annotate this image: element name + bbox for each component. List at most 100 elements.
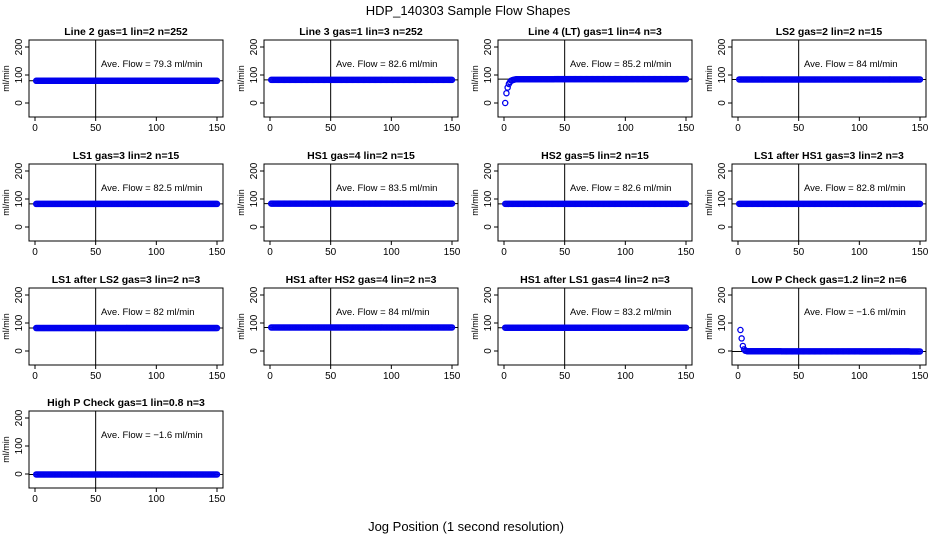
average-flow-annotation: Ave. Flow = 82.5 ml/min xyxy=(101,183,202,194)
x-tick-label: 50 xyxy=(793,123,805,134)
y-tick-label: 100 xyxy=(14,314,25,331)
plot-frame xyxy=(28,39,224,118)
x-tick-label: 0 xyxy=(32,247,38,258)
panel-title: HS1 after HS2 gas=4 lin=2 n=3 xyxy=(286,274,437,286)
x-tick-label: 100 xyxy=(851,123,868,134)
x-tick-label: 150 xyxy=(209,123,226,134)
y-tick-label: 200 xyxy=(483,162,494,179)
panel-1: Line 2 gas=1 lin=2 n=252 0 50 100 150 0 100 200… xyxy=(1,26,226,134)
data-point xyxy=(504,84,511,91)
x-tick-label: 100 xyxy=(148,371,165,382)
x-tick-label: 50 xyxy=(793,371,805,382)
x-tick-label: 0 xyxy=(32,123,38,134)
panel-6: HS1 gas=4 lin=2 n=15 0 50 100 150 0 100 200ml/m… xyxy=(236,150,461,258)
plot-frame xyxy=(263,39,459,118)
data-point xyxy=(213,471,221,478)
x-tick-label: 100 xyxy=(383,371,400,382)
data-points xyxy=(501,200,690,208)
plot-frame xyxy=(731,39,927,118)
x-tick-label: 150 xyxy=(678,123,695,134)
data-points xyxy=(267,200,456,207)
plot-frame xyxy=(28,163,224,242)
plot-frame xyxy=(28,410,224,489)
data-point xyxy=(737,326,744,334)
panel-title: Line 2 gas=1 lin=2 n=252 xyxy=(64,26,188,38)
y-tick-label: 200 xyxy=(717,38,728,55)
y-axis-label: ml/min xyxy=(704,313,714,340)
y-tick-label: 0 xyxy=(14,224,25,230)
y-tick-label: 200 xyxy=(717,162,728,179)
panel-2: Line 3 gas=1 lin=3 n=252 0 50 100 150 0 100 200… xyxy=(236,26,461,134)
average-flow-annotation: Ave. Flow = 82.6 ml/min xyxy=(570,183,671,194)
y-tick-label: 200 xyxy=(14,286,25,303)
data-point xyxy=(682,324,690,331)
panel-title: HS1 after LS1 gas=4 lin=2 n=3 xyxy=(520,274,670,286)
y-tick-label: 0 xyxy=(249,100,260,106)
x-tick-label: 150 xyxy=(444,123,461,134)
plot-frame xyxy=(731,287,927,366)
x-tick-label: 0 xyxy=(32,494,38,505)
y-tick-label: 100 xyxy=(483,66,494,83)
y-axis-label: ml/min xyxy=(470,189,480,216)
x-tick-label: 0 xyxy=(267,123,273,134)
average-flow-annotation: Ave. Flow = 82.8 ml/min xyxy=(804,183,905,194)
data-point xyxy=(448,200,456,207)
y-axis-label: ml/min xyxy=(236,65,246,92)
y-tick-label: 200 xyxy=(249,38,260,55)
y-tick-label: 0 xyxy=(14,471,25,477)
data-points xyxy=(267,324,456,331)
panel-8: LS1 after HS1 gas=3 lin=2 n=3 0 50 100 150 0 1… xyxy=(704,150,929,258)
data-point xyxy=(448,324,456,331)
y-tick-label: 0 xyxy=(14,348,25,354)
data-point xyxy=(916,348,924,355)
y-axis-label: ml/min xyxy=(1,189,11,216)
data-point xyxy=(916,200,924,208)
panel-9: LS1 after LS2 gas=3 lin=2 n=3 0 50 100 150 0 1… xyxy=(1,274,226,382)
y-tick-label: 100 xyxy=(717,314,728,331)
average-flow-annotation: Ave. Flow = 79.3 ml/min xyxy=(101,59,202,70)
y-tick-label: 200 xyxy=(14,409,25,426)
panel-title: Low P Check gas=1.2 lin=2 n=6 xyxy=(751,274,906,286)
panel-title: High P Check gas=1 lin=0.8 n=3 xyxy=(47,397,205,409)
y-axis-label: ml/min xyxy=(1,313,11,340)
y-axis-label: ml/min xyxy=(236,313,246,340)
data-points xyxy=(735,76,924,83)
x-tick-label: 150 xyxy=(209,494,226,505)
x-tick-label: 150 xyxy=(912,371,929,382)
average-flow-annotation: Ave. Flow = 82.6 ml/min xyxy=(336,59,437,70)
x-tick-label: 50 xyxy=(325,371,337,382)
x-axis-label: Jog Position (1 second resolution) xyxy=(368,519,564,534)
data-point xyxy=(213,324,221,332)
y-tick-label: 0 xyxy=(717,224,728,230)
y-tick-label: 100 xyxy=(483,314,494,331)
plot-frame xyxy=(28,287,224,366)
x-tick-label: 0 xyxy=(735,247,741,258)
x-tick-label: 50 xyxy=(793,247,805,258)
y-tick-label: 0 xyxy=(483,100,494,106)
x-tick-label: 100 xyxy=(383,247,400,258)
x-tick-label: 100 xyxy=(148,247,165,258)
x-tick-label: 150 xyxy=(209,371,226,382)
x-tick-label: 0 xyxy=(501,123,507,134)
x-tick-label: 100 xyxy=(383,123,400,134)
panel-5: LS1 gas=3 lin=2 n=15 0 50 100 150 0 100 200ml/m… xyxy=(1,150,226,258)
y-tick-label: 200 xyxy=(14,162,25,179)
panel-title: LS1 after LS2 gas=3 lin=2 n=3 xyxy=(52,274,201,286)
panel-11: HS1 after LS1 gas=4 lin=2 n=3 0 50 100 150 0 1… xyxy=(470,274,695,382)
panel-title: HS2 gas=5 lin=2 n=15 xyxy=(541,150,649,162)
y-tick-label: 100 xyxy=(14,437,25,454)
average-flow-annotation: Ave. Flow = 83.5 ml/min xyxy=(336,183,437,194)
data-points xyxy=(32,471,221,478)
panel-12: Low P Check gas=1.2 lin=2 n=6 0 50 100 150 0 1… xyxy=(704,274,929,382)
y-tick-label: 200 xyxy=(483,38,494,55)
y-tick-label: 200 xyxy=(483,286,494,303)
x-tick-label: 150 xyxy=(912,247,929,258)
x-tick-label: 100 xyxy=(851,371,868,382)
x-tick-label: 100 xyxy=(148,123,165,134)
y-tick-label: 0 xyxy=(14,100,25,106)
data-point xyxy=(213,77,221,85)
x-tick-label: 50 xyxy=(559,247,571,258)
x-tick-label: 150 xyxy=(678,371,695,382)
data-points xyxy=(501,324,690,331)
panel-13: High P Check gas=1 lin=0.8 n=3 0 50 100 150 0… xyxy=(1,397,226,505)
